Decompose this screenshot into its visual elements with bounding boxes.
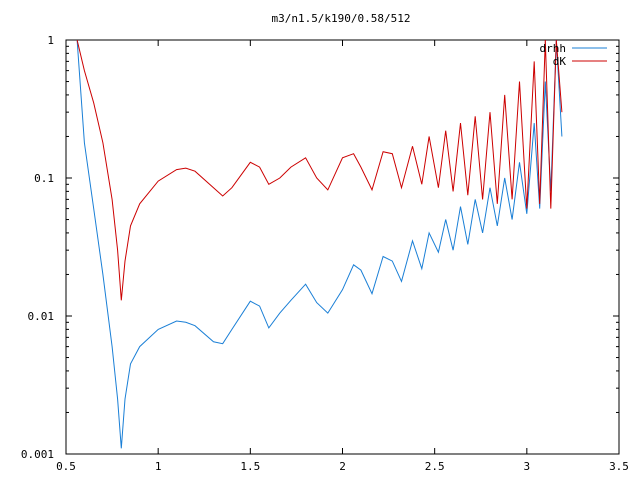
x-tick-label: 3.5 (609, 460, 629, 473)
x-tick-label: 1.5 (240, 460, 260, 473)
y-tick-label: 0.01 (28, 310, 55, 323)
y-tick-label: 0.1 (34, 172, 54, 185)
legend-label-drhh: drhh (540, 42, 567, 55)
y-tick-label: 1 (47, 34, 54, 47)
x-tick-label: 2 (339, 460, 346, 473)
x-tick-label: 0.5 (56, 460, 76, 473)
chart-title: m3/n1.5/k190/0.58/512 (271, 12, 410, 25)
x-tick-label: 3 (524, 460, 531, 473)
series-line-dK (76, 40, 563, 301)
legend-label-dK: dK (553, 55, 567, 68)
series-line-drhh (76, 40, 563, 449)
x-tick-label: 1 (155, 460, 162, 473)
axes: 0.5 1 1.5 2 2.5 3 3.5 0.001 0.01 0.1 1 (21, 34, 629, 473)
x-tick-label: 2.5 (425, 460, 445, 473)
plot-area (76, 40, 563, 449)
y-tick-label: 0.001 (21, 448, 54, 461)
